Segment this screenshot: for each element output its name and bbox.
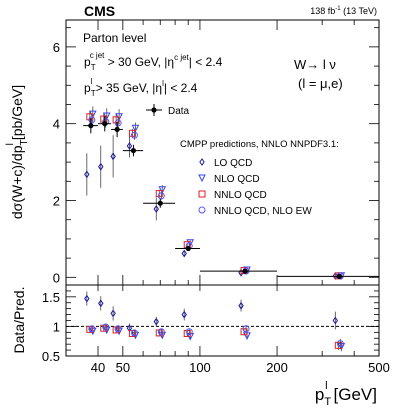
ratio-point [88,325,96,333]
legend-label: NNLO QCD, NLO EW [214,206,312,217]
data-point [102,121,108,127]
data-point [336,273,342,279]
top-pred-point [126,142,133,150]
ratio-point [334,341,342,349]
cut-lepton-label: pTl > 35 GeV, |ηl| < 2.4 [84,77,198,98]
data-point [242,268,248,274]
ratio-point [181,310,187,319]
y-axis-title-bottom: Data/Pred. [11,287,27,354]
top-pred-point [153,205,159,213]
legend-label: NLO QCD [214,174,260,185]
top-pred-point [158,186,167,194]
top-y-tick-label: 0 [53,270,60,285]
top-pred-point [98,162,104,171]
top-y-ticks: 0 2 4 6 [53,27,379,285]
top-pred-point [238,268,244,277]
top-pred-point [84,170,90,179]
legend-label: NNLO QCD [214,190,267,201]
bottom-y-ticks: 0.5 1 1.5 [42,290,379,364]
top-pred-point [128,129,136,137]
ratio-point [157,328,165,336]
top-pred-point [181,249,187,258]
legend-data-marker [151,107,157,113]
ratio-point [130,329,138,337]
top-pred-point [131,124,140,133]
predictions-title: CMPP predictions, NNLO NNPDF3.1: [180,139,339,150]
ratio-point [238,301,244,310]
top-pred-point [88,116,96,124]
x-tick-label: 500 [368,360,390,375]
legend-marker [199,158,205,166]
cms-label: CMS [84,3,115,19]
top-pred-point [114,119,122,127]
ratio-point [84,294,90,303]
top-y-tick-label: 6 [53,40,60,55]
cut-jet-label: pTc jet > 30 GeV, |ηc jet| < 2.4 [84,51,223,72]
legend-data-label: Data [168,106,190,117]
top-pred-point [110,152,116,161]
y-axis-title-top: dσ(W+c)/dpTl[pb/GeV] [5,85,30,219]
ratio-point [183,330,191,338]
ratio-point [110,309,116,318]
top-pred-point [155,190,163,198]
legend-marker [198,206,206,214]
lumi-label: 138 fb-1 (13 TeV) [310,6,377,16]
level-label: Parton level [83,31,146,45]
data-point [130,147,137,154]
x-ticks: 40 50 100 200 500 [65,20,390,375]
ratio-point [102,323,110,331]
ratio-point [153,317,159,326]
data-marks [66,106,379,352]
ratio-point [185,328,193,336]
ratio-point [114,325,122,333]
top-y-tick-label: 2 [53,194,60,209]
x-tick-label: 200 [266,360,288,375]
process-label: W→ l ν [294,57,336,72]
data-point [185,245,191,252]
data-point [88,123,94,129]
ratio-point [336,340,344,348]
ratio-point [332,316,339,325]
x-tick-label: 100 [189,360,211,375]
legend-label: LO QCD [214,158,252,169]
ratio-point [98,299,104,308]
top-y-tick-label: 4 [53,117,60,132]
top-pred-point [130,131,138,139]
top-pred-point [157,192,165,200]
lepton-flavour-label: (l = μ,e) [298,76,343,91]
data-point [114,126,120,133]
bottom-y-tick-label: 1 [53,319,60,334]
legend-marker [198,174,206,183]
bottom-y-tick-label: 1.5 [42,290,60,305]
bottom-y-tick-label: 0.5 [42,349,60,364]
x-axis-title: pTl [GeV] [315,380,377,408]
x-tick-label: 50 [116,360,130,375]
legend: Data LO QCD NLO QCD NNLO QCD NNLO QCD, NLO E… [146,104,312,217]
legend-marker [198,190,206,198]
ratio-point [242,325,250,333]
data-point [157,200,163,206]
x-tick-label: 40 [91,360,105,375]
